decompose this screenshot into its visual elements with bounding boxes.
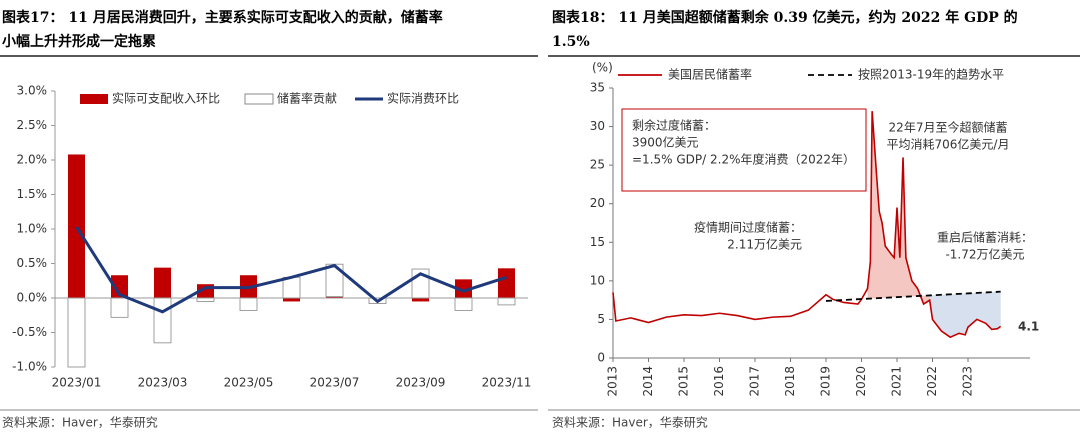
y-tick-label: 1.5% (17, 187, 48, 201)
legend-label: 实际可支配收入环比 (112, 91, 220, 106)
y-tick-label: 2.0% (17, 153, 48, 167)
source: 资料来源：Haver，华泰研究 (552, 415, 708, 430)
x-tick-label: 2017 (748, 366, 762, 397)
x-tick-label: 2023 (961, 366, 975, 397)
x-tick-label: 2023/05 (224, 376, 274, 390)
legend-swatch (244, 93, 274, 105)
legend-swatch (80, 94, 108, 104)
bar (239, 297, 258, 311)
y-tick-label: 2.5% (17, 118, 48, 132)
annotation: 3900亿美元 (632, 135, 699, 150)
x-tick-label: 2020 (854, 366, 868, 397)
legend-label: 美国居民储蓄率 (668, 67, 752, 82)
legend-label: 储蓄率贡献 (277, 91, 337, 106)
y-tick-label: 5 (597, 312, 605, 326)
annotation: 22年7月至今超额储蓄 (889, 120, 1008, 135)
y-tick-label: 25 (590, 158, 605, 172)
x-tick-label: 2013 (606, 366, 620, 397)
bar (455, 279, 472, 298)
bar (67, 297, 86, 368)
x-tick-label: 2014 (641, 366, 655, 397)
y-tick-label: 0.0% (17, 291, 48, 305)
y-tick-label: 0 (597, 351, 605, 365)
x-tick-label: 2016 (712, 366, 726, 397)
y-tick-label: 35 (590, 81, 605, 95)
legend-label: 按照2013-19年的趋势水平 (858, 67, 1004, 82)
bar (283, 298, 300, 302)
annotation: 剩余过度储蓄： (632, 118, 716, 133)
bar (111, 275, 128, 298)
end-label: 4.1 (1018, 320, 1039, 334)
bar (196, 297, 215, 302)
y-axis-title: (%) (592, 61, 613, 75)
chart-title: 1.5% (552, 34, 590, 50)
y-tick-label: -0.5% (12, 325, 47, 339)
line (825, 290, 1001, 302)
x-tick-label: 2022 (925, 366, 939, 397)
y-tick-label: 3.0% (17, 84, 48, 98)
y-tick-label: 30 (590, 119, 605, 133)
bar (497, 297, 516, 306)
y-tick-label: -1.0% (12, 360, 47, 374)
bar (68, 154, 85, 298)
annotation: =1.5% GDP/ 2.2%年度消费（2022年） (632, 152, 855, 167)
chart-title: 图表17： 11 月居民消费回升，主要系实际可支配收入的贡献，储蓄率 (2, 9, 443, 26)
legend-label: 实际消费环比 (387, 91, 459, 106)
x-tick-label: 2019 (819, 366, 833, 397)
annotation: 2.11万亿美元 (727, 237, 802, 252)
bar (154, 267, 171, 298)
y-tick-label: 15 (590, 235, 605, 249)
x-tick-label: 2015 (677, 366, 691, 397)
bar (110, 297, 129, 318)
x-tick-label: 2018 (783, 366, 797, 397)
chart-title: 小幅上升并形成一定拖累 (2, 33, 156, 50)
y-tick-label: 10 (590, 273, 605, 287)
line (612, 111, 1002, 339)
x-tick-label: 2023/07 (310, 376, 360, 390)
bar (454, 297, 473, 311)
annotation: 重启后储蓄消耗： (937, 230, 1033, 245)
line (75, 226, 507, 314)
y-tick-label: 1.0% (17, 222, 48, 236)
excess-savings-area (929, 291, 1001, 338)
x-tick-label: 2023/09 (396, 376, 446, 390)
x-tick-label: 2023/03 (138, 376, 188, 390)
excess-savings-area (867, 111, 930, 305)
y-tick-label: 20 (590, 196, 605, 210)
y-tick-label: 0.5% (17, 256, 48, 270)
chart-title: 图表18： 11 月美国超额储蓄剩余 0.39 亿美元，约为 2022 年 GD… (552, 9, 1018, 26)
bar (498, 268, 515, 298)
x-tick-label: 2023/11 (482, 376, 532, 390)
x-tick-label: 2021 (890, 366, 904, 397)
bar (326, 296, 343, 298)
annotation: 疫情期间过度储蓄： (694, 220, 802, 235)
bar (153, 297, 172, 344)
annotation: 平均消耗706亿美元/月 (887, 137, 1010, 152)
bar (282, 276, 301, 299)
bar (412, 298, 429, 302)
annotation: -1.72万亿美元 (945, 247, 1024, 262)
x-tick-label: 2023/01 (52, 376, 102, 390)
annotation-box (621, 108, 867, 192)
source: 资料来源：Haver，华泰研究 (2, 415, 158, 430)
